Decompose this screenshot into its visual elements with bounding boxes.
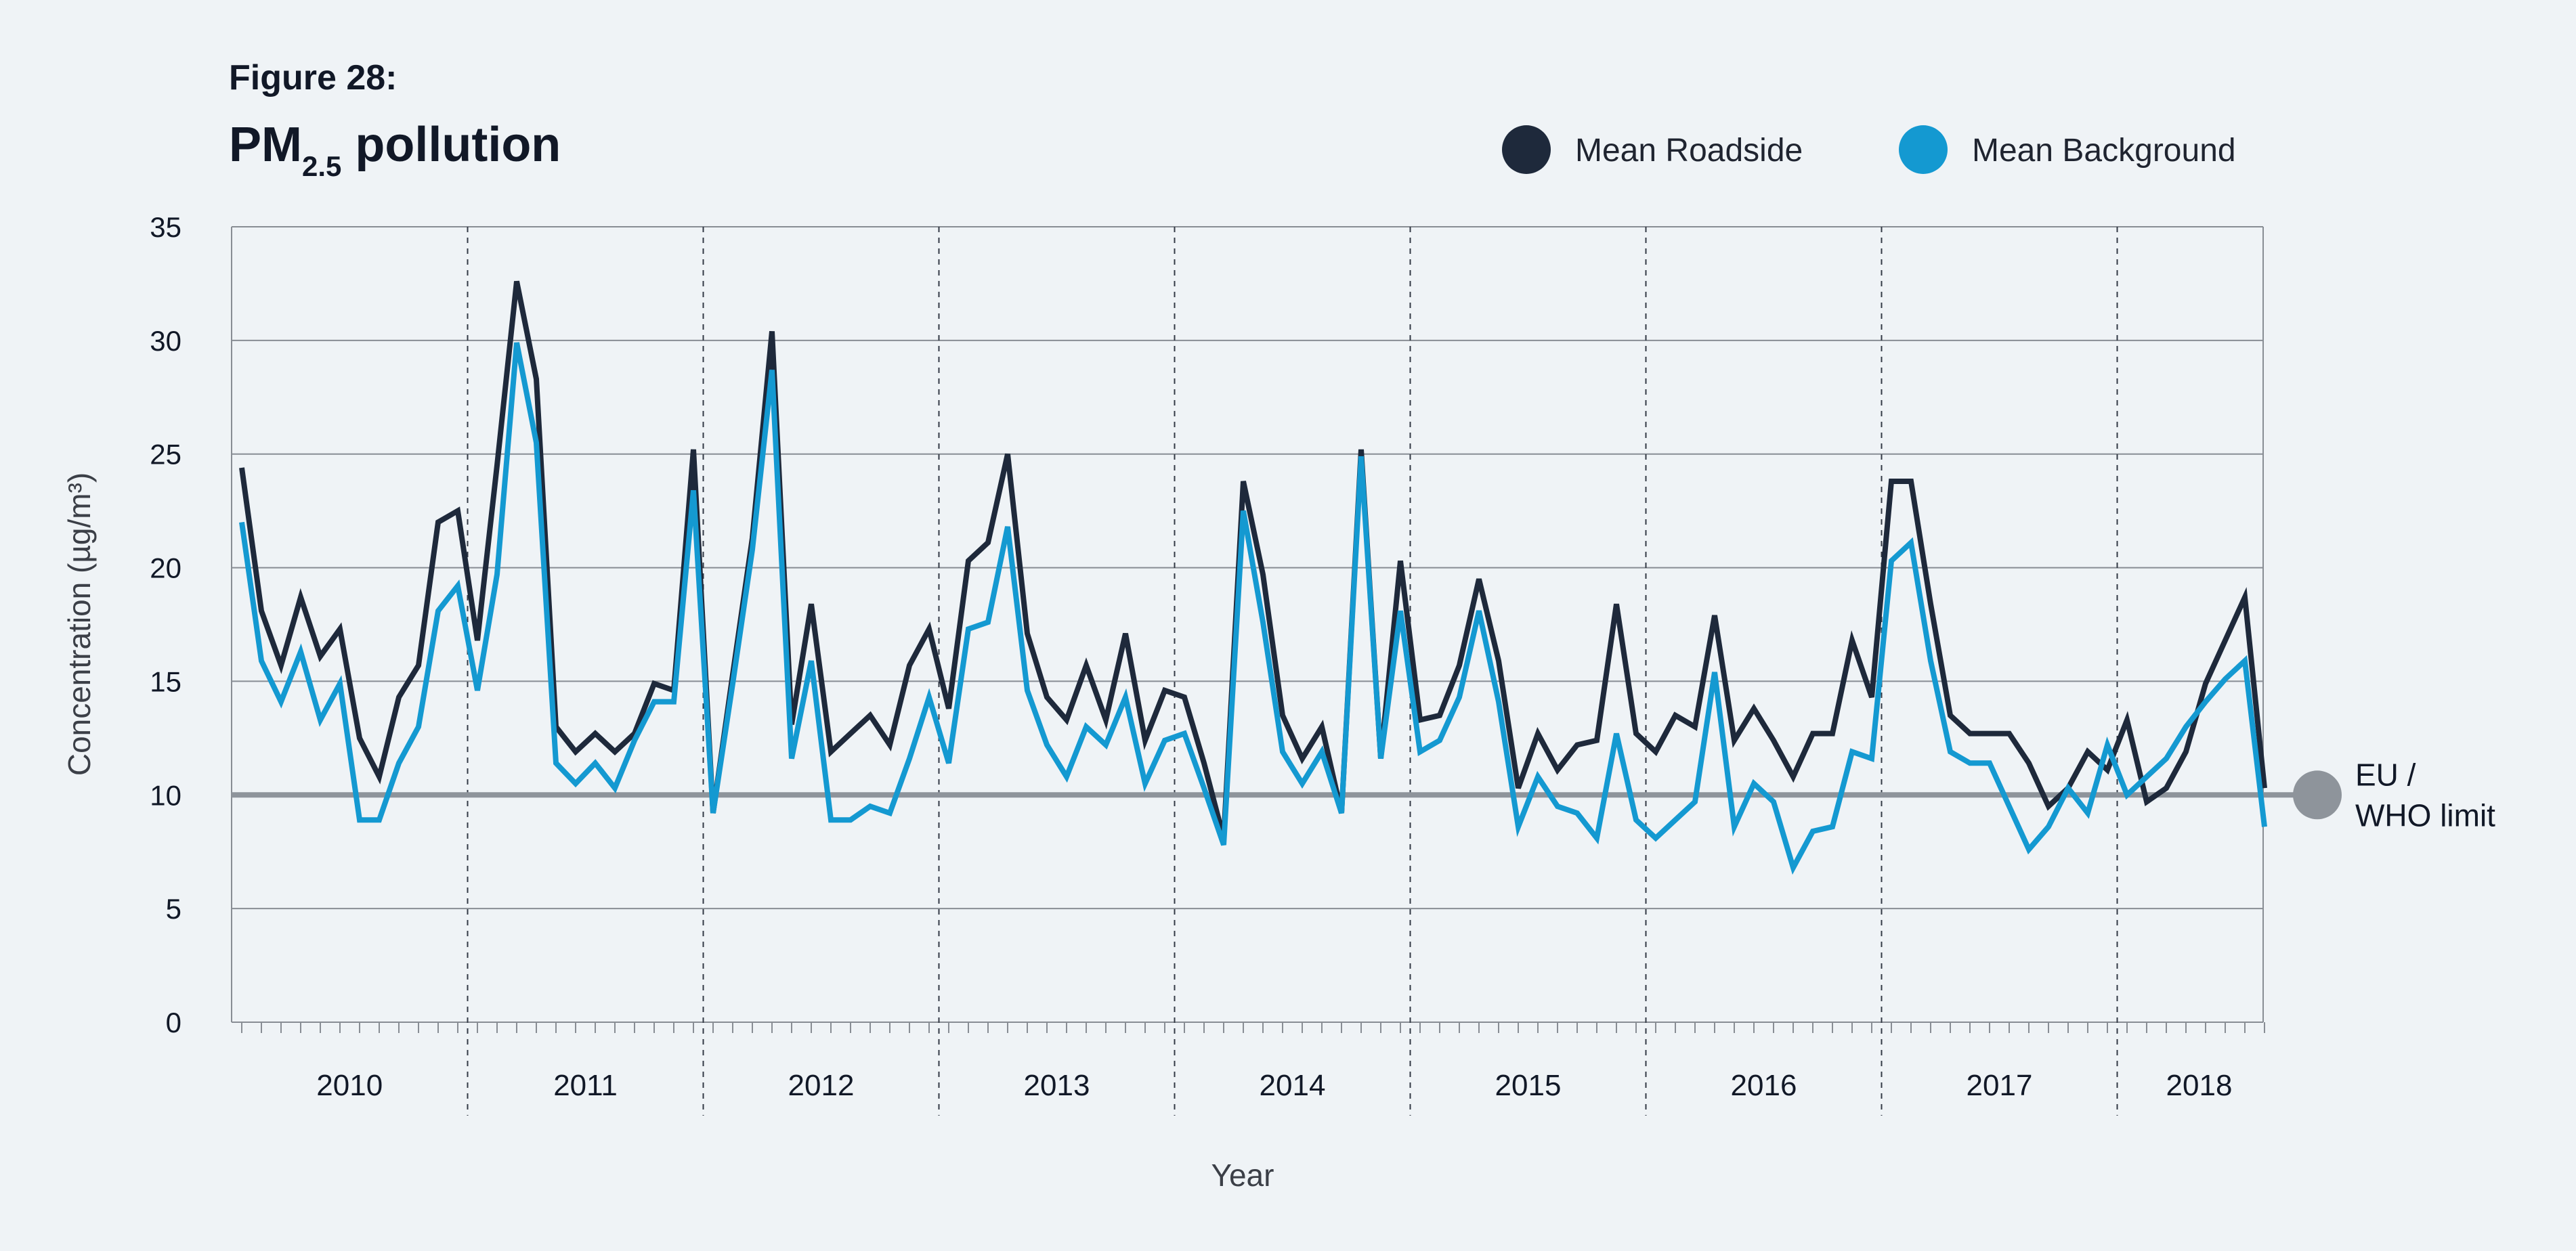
y-tick-label-30: 30 xyxy=(150,325,181,357)
year-labels: 2010 2011 2012 2013 2014 2015 2016 2017 2018 xyxy=(316,1069,2232,1102)
plot-frame xyxy=(231,227,2264,1023)
year-label-2017: 2017 xyxy=(1967,1069,2033,1102)
series-line-mean-background xyxy=(239,342,2267,875)
y-tick-label-10: 10 xyxy=(150,779,181,811)
year-label-2011: 2011 xyxy=(553,1069,618,1102)
year-label-2016: 2016 xyxy=(1731,1069,1797,1102)
y-axis-label: Concentration (µg/m³) xyxy=(62,473,97,776)
year-label-2010: 2010 xyxy=(316,1069,383,1102)
chart-title-subscript: 2.5 xyxy=(302,150,341,182)
y-tick-label-5: 5 xyxy=(166,893,181,925)
legend: Mean Roadside Mean Background xyxy=(1502,125,2236,174)
limit-reference: EU / WHO limit xyxy=(232,757,2495,833)
legend-label-roadside: Mean Roadside xyxy=(1575,133,1803,169)
legend-label-background: Mean Background xyxy=(1972,133,2236,169)
y-axis-ticks: 0 5 10 15 20 25 30 35 xyxy=(150,211,181,1038)
year-label-2013: 2013 xyxy=(1024,1069,1090,1102)
chart-title-main: PM xyxy=(229,118,302,172)
limit-label: EU / WHO limit xyxy=(2355,757,2495,833)
year-label-2012: 2012 xyxy=(788,1069,855,1102)
x-axis-label: Year xyxy=(1211,1158,1274,1193)
legend-marker-background xyxy=(1899,125,1948,174)
legend-marker-roadside xyxy=(1502,125,1551,174)
y-tick-label-15: 15 xyxy=(150,665,181,697)
year-label-2015: 2015 xyxy=(1495,1069,1562,1102)
y-tick-label-0: 0 xyxy=(166,1007,181,1038)
chart-title-rest: pollution xyxy=(341,118,561,172)
x-axis-month-ticks xyxy=(241,1022,2265,1033)
gridlines xyxy=(232,226,2263,910)
y-tick-label-20: 20 xyxy=(150,552,181,584)
y-tick-label-35: 35 xyxy=(150,211,181,243)
year-separators xyxy=(467,227,2118,1116)
year-label-2018: 2018 xyxy=(2166,1069,2233,1102)
limit-label-line2: WHO limit xyxy=(2355,797,2495,833)
figure-label: Figure 28: xyxy=(229,58,398,97)
year-label-2014: 2014 xyxy=(1260,1069,1326,1102)
limit-marker xyxy=(2293,770,2342,820)
series-line-mean-roadside xyxy=(239,280,2267,839)
y-tick-label-25: 25 xyxy=(150,439,181,470)
chart-title: PM2.5 pollution xyxy=(229,118,561,182)
series-group xyxy=(239,280,2267,875)
limit-label-line1: EU / xyxy=(2355,757,2416,792)
